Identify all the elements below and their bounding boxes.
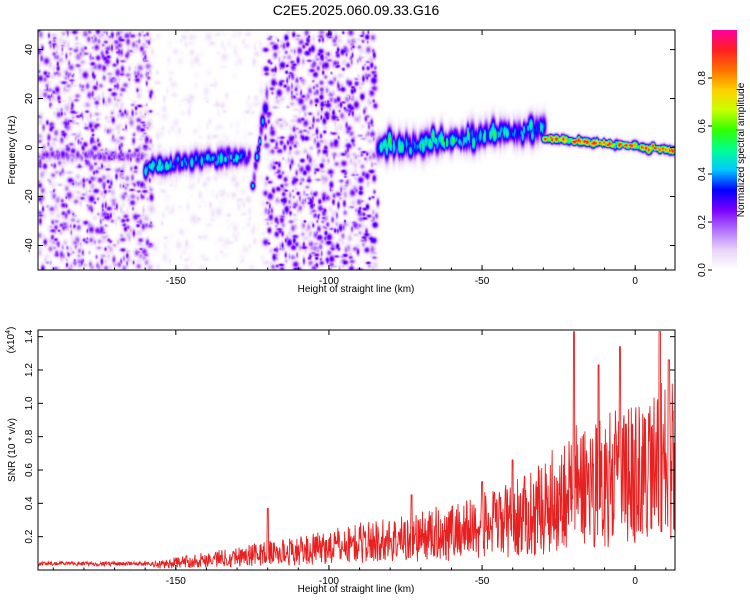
snr-y-tick-label: 0.4 (24, 496, 35, 510)
snr-x-tick-label: -150 (166, 576, 186, 587)
snr-y-multiplier: (x104) (5, 327, 17, 354)
snr-frame (37, 329, 676, 571)
spectrogram-x-ticks: -150 -100 -50 0 (52, 30, 667, 287)
snr-y-axis-label: SNR (10 * v/v) (7, 418, 18, 482)
spectrogram-y-tick-label: -20 (24, 189, 35, 204)
snr-x-tick-label: -50 (475, 576, 490, 587)
spectrogram-y-tick-label: 0 (24, 144, 35, 150)
snr-panel: -150 -100 -50 0 0.2 0.4 0.6 0.8 1.0 1.2 1.4 (x104… (5, 327, 676, 595)
snr-x-ticks: -150 -100 -50 0 (52, 330, 667, 587)
snr-series-line (37, 331, 676, 569)
snr-y-tick-label: 0.6 (24, 463, 35, 477)
snr-plot-area (38, 330, 675, 570)
spectrogram-panel: -150 -100 -50 0 -40 -20 0 20 40 Height of strai… (7, 29, 676, 295)
colorbar-tick-label: 0.6 (697, 119, 708, 133)
snr-y-tick-label: 1.4 (24, 329, 35, 343)
spectrogram-x-axis-label: Height of straight line (km) (298, 284, 415, 295)
spectrogram-frame (37, 29, 676, 271)
colorbar-label: Normalized spectral amplitude (736, 82, 747, 217)
colorbar-tick-label: 0.2 (697, 215, 708, 229)
spectrogram-y-tick-label: 20 (24, 93, 35, 105)
spectrogram-x-tick-label: 0 (632, 276, 638, 287)
spectrogram-x-tick-label: -100 (319, 276, 339, 287)
snr-x-axis-label: Height of straight line (km) (298, 584, 415, 595)
colorbar-tick-label: 0.0 (697, 263, 708, 277)
snr-y-tick-label: 1.0 (24, 396, 35, 410)
figure-title: C2E5.2025.060.09.33.G16 (273, 2, 440, 18)
snr-y-tick-label: 1.2 (24, 363, 35, 377)
snr-y-ticks: 0.2 0.4 0.6 0.8 1.0 1.2 1.4 (24, 329, 675, 544)
spectrogram-y-tick-label: -40 (24, 238, 35, 253)
colorbar-tick-label: 0.8 (697, 71, 708, 85)
colorbar-tick-label: 0.4 (697, 167, 708, 181)
spectrogram-y-tick-label: 40 (24, 44, 35, 56)
snr-y-tick-label: 0.2 (24, 529, 35, 543)
snr-y-tick-label: 0.8 (24, 429, 35, 443)
spectrogram-heatmap (38, 30, 675, 270)
snr-x-tick-label: -100 (319, 576, 339, 587)
spectrogram-x-tick-label: -150 (166, 276, 186, 287)
colorbar: 0.0 0.2 0.4 0.6 0.8 Normalized spectral ampl… (697, 30, 747, 277)
spectrogram-x-tick-label: -50 (475, 276, 490, 287)
snr-x-tick-label: 0 (632, 576, 638, 587)
colorbar-ticks: 0.0 0.2 0.4 0.6 0.8 (697, 71, 712, 277)
spectrogram-y-ticks: -40 -20 0 20 40 (24, 44, 675, 253)
colorbar-gradient (712, 30, 737, 270)
spectrogram-y-axis-label: Frequency (Hz) (7, 116, 18, 185)
